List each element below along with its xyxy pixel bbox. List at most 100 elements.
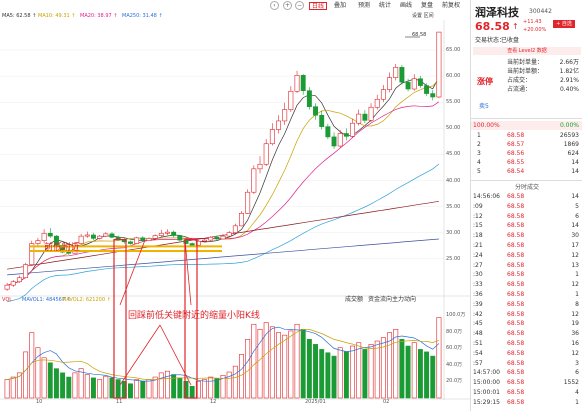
trade-time: :54 <box>473 349 483 357</box>
ma5-line <box>7 77 440 286</box>
price-arrow: ↑ <box>512 22 519 31</box>
bid-row: 5 68.54 14 <box>471 167 582 176</box>
volume-bar <box>146 379 152 399</box>
candle-body <box>319 114 325 127</box>
volume-bar <box>189 385 195 399</box>
period-select[interactable]: 日线 <box>309 2 328 10</box>
adjust-select[interactable]: 前复权 <box>442 2 461 9</box>
volume-bar <box>393 328 399 399</box>
add-watchlist-button[interactable]: + 自选 <box>553 20 575 28</box>
volume-tick: 80.0万 <box>446 328 463 335</box>
volume-bar <box>424 351 430 399</box>
trade-price: 68.58 <box>507 359 525 367</box>
candle-body <box>72 243 78 254</box>
candle-body <box>263 143 269 165</box>
volume-bar <box>35 347 41 399</box>
candle-body <box>343 133 349 137</box>
candle-body <box>350 122 356 137</box>
trade-status-row: 交易状态： 已收盘 <box>471 36 582 45</box>
bid-price: 68.57 <box>507 141 525 148</box>
x-tick: 2025/01 <box>305 399 326 405</box>
kline-chart-panel[interactable]: ‹ + − 日线 叠加 预测 统计 画线 复盘 前复权 设置 区间 MA5: 6… <box>0 0 470 411</box>
volume-bar <box>72 372 78 399</box>
trade-volume: 16 <box>571 340 579 347</box>
vol-tab-main[interactable]: 主力动向 <box>392 296 417 303</box>
trade-volume: 1 <box>575 398 579 406</box>
volume-bar <box>313 344 318 399</box>
bid-level: 3 <box>477 150 481 157</box>
price-tick: 45.00 <box>446 151 461 158</box>
candle-body <box>177 235 183 241</box>
vol-tab-amount[interactable]: 成交额 <box>345 296 364 303</box>
trade-volume: 8 <box>575 300 579 308</box>
candle-body <box>158 232 164 236</box>
draw-button[interactable]: 画线 <box>400 2 413 9</box>
trade-price: 68.58 <box>507 251 525 259</box>
replay-button[interactable]: 复盘 <box>421 2 434 9</box>
candle-body <box>10 281 16 286</box>
ma10-value: MA10: 49.31 ↑ <box>38 13 76 19</box>
candle-body <box>399 67 405 83</box>
trade-price: 68.58 <box>507 291 525 298</box>
trade-volume: 1 <box>575 271 579 279</box>
trade-time: :15 <box>473 222 483 230</box>
candle-body <box>294 75 300 92</box>
trade-row: :54 68.58 12 <box>471 349 582 358</box>
trade-volume: 13 <box>571 261 579 269</box>
candle-body <box>29 243 35 265</box>
trade-volume: 4 <box>575 389 579 396</box>
bid-volume: 14 <box>571 159 579 166</box>
stats-button[interactable]: 统计 <box>379 2 392 9</box>
candle-body <box>356 113 362 124</box>
info-value: 2.91% <box>559 77 579 84</box>
volume-bar <box>306 339 312 399</box>
trade-row: :51 68.58 16 <box>471 339 582 348</box>
bid-level: 4 <box>477 159 481 166</box>
volume-bar <box>4 379 10 399</box>
price-tick: 50.00 <box>446 125 461 132</box>
highlight-box <box>184 238 198 399</box>
trade-time: :39 <box>473 300 483 308</box>
volume-bar <box>399 339 405 399</box>
volume-bar <box>29 332 35 399</box>
trade-volume: 14 <box>571 222 579 230</box>
volume-bar <box>430 355 436 399</box>
level2-link[interactable]: 查看 Level2 数据 <box>473 47 581 55</box>
mavol1-line <box>7 326 440 382</box>
trade-price: 68.58 <box>507 193 525 200</box>
zoom-in-icon[interactable]: + <box>283 1 292 10</box>
trade-row: 15:29:15 68.58 1 <box>471 398 582 407</box>
trade-row: :33 68.58 12 <box>471 280 582 289</box>
chart-toolbar: ‹ + − 日线 叠加 预测 统计 画线 复盘 前复权 设置 区间 <box>0 0 470 19</box>
trade-row: :27 68.58 13 <box>471 261 582 270</box>
trade-volume: 3 <box>575 359 579 367</box>
range-settings[interactable]: 设置 区间 <box>412 13 434 19</box>
trade-row: :09 68.58 5 <box>471 202 582 211</box>
candle-body <box>411 78 417 90</box>
volume-bar <box>294 323 300 399</box>
vol-tab-capital[interactable]: 资金流向 <box>368 296 393 303</box>
candle-body <box>337 133 343 147</box>
back-icon[interactable]: ‹ <box>270 1 279 10</box>
trade-volume: 6 <box>575 369 579 377</box>
volume-bar <box>276 332 281 399</box>
volume-bar <box>239 354 244 399</box>
volume-bar <box>220 375 226 399</box>
bid-volume: 26593 <box>559 132 579 139</box>
volume-bar <box>134 379 140 399</box>
zoom-out-icon[interactable]: − <box>295 1 304 10</box>
candle-body <box>165 231 170 234</box>
bid-level: 5 <box>477 168 481 175</box>
trade-price: 68.58 <box>507 281 525 289</box>
trade-price: 68.58 <box>507 349 525 357</box>
candle-body <box>208 236 214 241</box>
trade-time: :12 <box>473 212 483 220</box>
trade-price: 68.58 <box>507 222 525 230</box>
candle-body <box>387 77 393 90</box>
ma5-value: MA5: 62.58 ↑ <box>2 13 37 19</box>
support-annotation: 前低附近 <box>44 243 81 253</box>
trade-price: 68.58 <box>507 232 525 240</box>
trade-time: 14:57:00 <box>473 369 500 377</box>
predict-button[interactable]: 预测 <box>358 2 371 9</box>
overlay-button[interactable]: 叠加 <box>334 2 347 9</box>
